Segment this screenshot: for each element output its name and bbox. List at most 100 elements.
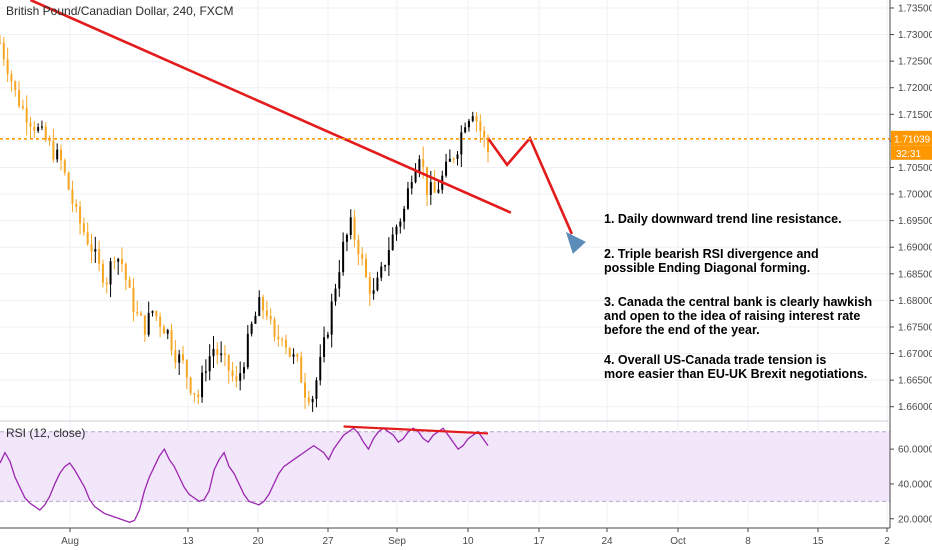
candle-body-2 — [6, 59, 9, 75]
candle-body-36 — [136, 312, 139, 314]
candle-body-67 — [254, 315, 257, 324]
candle-body-122 — [464, 127, 467, 133]
candle-body-75 — [284, 339, 287, 348]
rsi-panel[interactable] — [0, 425, 890, 523]
candle-body-90 — [342, 241, 345, 273]
projection-line — [486, 135, 574, 235]
candle-body-45 — [170, 329, 173, 351]
candle-body-64 — [243, 367, 245, 374]
candle-body-65 — [246, 333, 249, 368]
candle-body-101 — [384, 265, 387, 267]
candle-body-92 — [349, 217, 352, 235]
candle-body-35 — [132, 287, 135, 313]
candle-body-5 — [18, 90, 21, 106]
x-tick-label-7: 24 — [601, 536, 613, 547]
candle-body-29 — [109, 261, 112, 285]
y-tick-label-7: 1.70000 — [898, 190, 932, 201]
candle-body-33 — [124, 263, 127, 280]
y-tick-label-3: 1.72000 — [898, 83, 932, 94]
rsi-divergence-line — [343, 425, 489, 435]
candle-body-52 — [197, 394, 200, 398]
candle-body-4 — [14, 81, 17, 91]
candle-body-73 — [277, 336, 280, 340]
annotation-2a: 2. Triple bearish RSI divergence and — [604, 247, 819, 261]
candle-body-44 — [166, 329, 169, 334]
candle-body-80 — [304, 382, 306, 398]
x-tick-label-10: 15 — [812, 536, 824, 547]
annotation-4a: 4. Overall US-Canada trade tension is — [604, 353, 826, 367]
candle-body-83 — [315, 380, 318, 399]
candle-body-124 — [471, 116, 474, 121]
candle-body-102 — [387, 250, 390, 266]
candle-body-79 — [300, 356, 303, 383]
countdown-label: 32:31 — [896, 149, 921, 160]
y-tick-label-11: 1.68000 — [898, 296, 932, 307]
candle-body-78 — [296, 354, 299, 357]
y-tick-label-4: 1.71500 — [898, 110, 932, 121]
candle-body-22 — [82, 223, 85, 233]
candle-body-24 — [90, 244, 93, 252]
candle-body-109 — [414, 171, 417, 183]
candle-body-81 — [307, 397, 310, 403]
candle-body-51 — [193, 393, 196, 395]
candle-body-74 — [281, 339, 284, 341]
y-tick-label-12: 1.67500 — [898, 322, 932, 333]
candle-body-70 — [265, 310, 268, 316]
candle-body-26 — [98, 249, 101, 264]
candle-body-32 — [121, 258, 123, 264]
candle-body-96 — [365, 258, 367, 278]
x-tick-label-3: 27 — [322, 536, 334, 547]
candle-body-7 — [25, 107, 28, 123]
x-tick-label-2: 20 — [252, 536, 264, 547]
chart-title: British Pound/Canadian Dollar, 240, FXCM — [6, 4, 233, 18]
candle-body-19 — [71, 189, 74, 204]
candle-body-16 — [60, 149, 62, 161]
y-tick-label-10: 1.68500 — [898, 269, 932, 280]
candle-body-105 — [399, 221, 402, 227]
rsi-tick-label-0: 60.0000 — [898, 445, 932, 456]
candle-body-25 — [94, 249, 97, 252]
candle-body-121 — [460, 132, 463, 155]
candle-body-0 — [0, 42, 1, 44]
y-tick-label-2: 1.72500 — [898, 57, 932, 68]
countdown-box — [891, 145, 932, 160]
candle-body-128 — [487, 137, 489, 153]
candle-body-48 — [182, 354, 184, 361]
last-price-box — [891, 130, 932, 146]
trend-line — [29, 0, 512, 214]
candle-body-31 — [117, 258, 120, 262]
price-panel[interactable] — [0, 0, 890, 412]
candle-body-77 — [292, 354, 295, 357]
candle-body-97 — [368, 277, 371, 294]
candle-body-58 — [220, 353, 223, 356]
annotations: 1. Daily downward trend line resistance.… — [604, 212, 872, 381]
candle-body-12 — [44, 126, 47, 141]
candle-body-114 — [433, 182, 436, 193]
candle-body-30 — [113, 261, 116, 263]
candle-body-118 — [448, 158, 451, 162]
candle-body-72 — [273, 319, 276, 337]
candle-body-14 — [52, 141, 55, 160]
candle-body-76 — [288, 347, 291, 357]
candle-body-1 — [2, 42, 5, 60]
candle-body-108 — [410, 182, 413, 189]
candle-body-126 — [479, 121, 482, 131]
candle-body-125 — [475, 116, 478, 122]
candle-body-63 — [239, 373, 242, 381]
candle-body-94 — [357, 239, 360, 255]
candle-body-71 — [269, 315, 272, 320]
x-tick-label-1: 13 — [182, 536, 194, 547]
candle-body-27 — [101, 263, 104, 283]
candle-body-21 — [79, 206, 82, 224]
candle-body-18 — [67, 172, 70, 190]
candle-body-37 — [140, 313, 143, 316]
candle-body-85 — [323, 337, 326, 357]
y-tick-label-9: 1.69000 — [898, 243, 932, 254]
candle-body-41 — [155, 311, 158, 317]
candle-body-6 — [21, 105, 24, 108]
candle-body-100 — [380, 266, 383, 278]
candle-body-53 — [201, 372, 204, 398]
candle-body-62 — [235, 376, 238, 381]
candle-body-57 — [216, 349, 219, 356]
